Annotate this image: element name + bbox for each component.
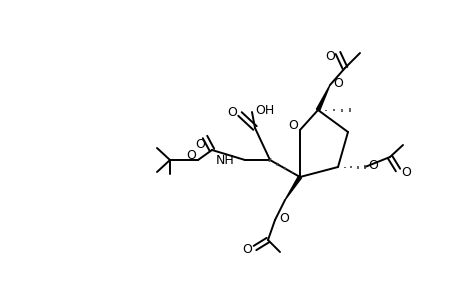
Text: O: O	[241, 244, 252, 256]
Text: NH: NH	[216, 154, 235, 166]
Polygon shape	[316, 85, 329, 111]
Text: O: O	[185, 148, 196, 161]
Text: O: O	[195, 137, 205, 151]
Text: O: O	[287, 118, 297, 131]
Text: O: O	[279, 212, 288, 224]
Text: OH: OH	[255, 103, 274, 116]
Polygon shape	[285, 176, 301, 200]
Text: O: O	[325, 50, 334, 62]
Text: O: O	[332, 76, 342, 89]
Text: O: O	[400, 166, 410, 178]
Text: O: O	[227, 106, 236, 118]
Text: O: O	[367, 158, 377, 172]
